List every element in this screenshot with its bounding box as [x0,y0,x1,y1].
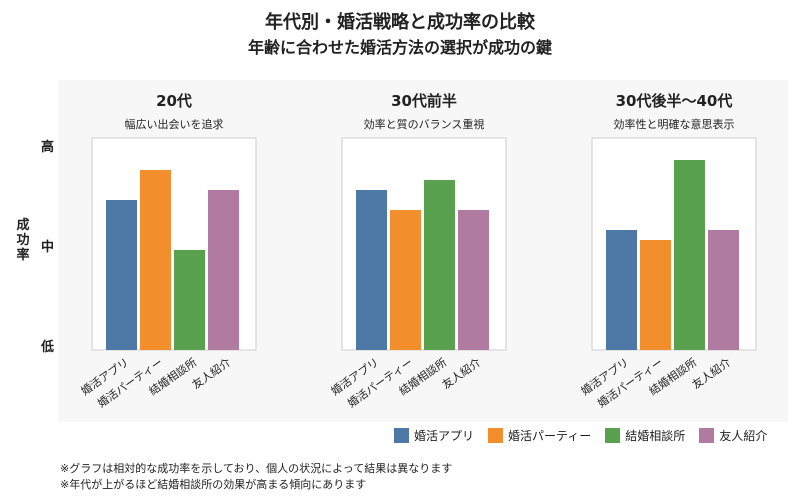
bar-panel0-1 [140,170,171,350]
legend-swatch-friend [699,428,715,443]
legend-swatch-app [394,428,409,443]
bar-panel0-2 [174,250,205,350]
bar-panel2-1 [640,240,671,350]
panel-subtitle-2: 効率性と明確な意思表示 [614,117,735,131]
legend-item-app: 婚活アプリ [394,427,474,444]
chart-title: 年代別・婚活戦略と成功率の比較 [265,12,535,33]
legend-label-friend: 友人紹介 [719,429,768,443]
panel-title-0: 20代 [156,92,192,110]
legend-item-agency: 結婚相談所 [605,427,685,444]
bar-panel1-2 [424,180,455,350]
legend-label-agency: 結婚相談所 [625,429,686,443]
legend-item-friend: 友人紹介 [699,427,767,444]
bar-panel2-2 [674,160,705,350]
tick-label-panel2-3: 友人紹介 [689,355,733,392]
y-level-low: 低 [41,340,55,355]
legend-swatch-agency [605,428,621,443]
chart-subtitle: 年齢に合わせた婚活方法の選択が成功の鍵 [247,38,552,57]
bar-panel1-1 [390,210,421,350]
y-level-high: 高 [41,140,55,155]
panel-title-1: 30代前半 [391,92,457,110]
bar-panel1-3 [458,210,489,350]
legend-label-party: 婚活パーティー [508,429,592,443]
legend-label-app: 婚活アプリ [414,429,475,443]
footnotes: ※グラフは相対的な成功率を示しており、個人の状況によって結果は異なります ※年代… [60,461,452,493]
tick-label-panel1-3: 友人紹介 [439,355,483,392]
panel-subtitle-0: 幅広い出会いを追求 [125,117,224,131]
y-axis-label: 成功率 [16,218,30,263]
bar-panel0-3 [208,190,239,350]
legend-item-party: 婚活パーティー [488,427,591,444]
bar-panel2-3 [708,230,739,350]
tick-label-panel0-3: 友人紹介 [189,355,233,392]
bar-panel1-0 [356,190,387,350]
bar-panel0-0 [106,200,137,350]
footnote-1: ※グラフは相対的な成功率を示しており、個人の状況によって結果は異なります [60,462,453,475]
footnote-2: ※年代が上がるほど結婚相談所の効果が高まる傾向にあります [60,478,367,491]
panel-title-2: 30代後半〜40代 [616,92,733,110]
bar-panel2-0 [606,230,637,350]
legend: 婚活アプリ 婚活パーティー 結婚相談所 友人紹介 [394,427,767,444]
legend-swatch-party [488,428,504,443]
y-level-mid: 中 [41,240,55,255]
panel-subtitle-1: 効率と質のバランス重視 [364,117,485,131]
